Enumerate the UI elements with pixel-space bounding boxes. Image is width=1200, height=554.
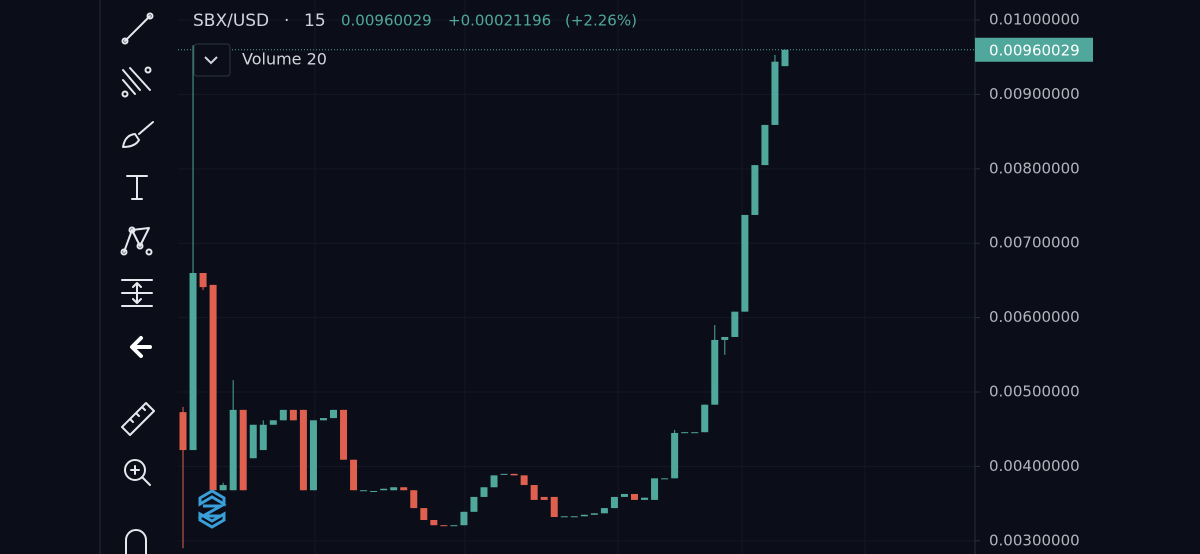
separator: ·: [284, 11, 289, 31]
last-price: 0.00960029: [341, 12, 432, 30]
change-pct: (+2.26%): [565, 12, 637, 30]
candle-body: [309, 420, 317, 491]
back-tool[interactable]: [130, 336, 152, 358]
candle-body: [370, 490, 378, 492]
candle-body: [671, 432, 679, 479]
candle-body: [460, 511, 468, 526]
candle-body: [560, 516, 568, 518]
candle-body: [520, 475, 528, 486]
candle-body: [480, 487, 488, 497]
candle-body: [179, 412, 187, 451]
candle-body: [510, 473, 518, 476]
candle-body: [550, 496, 558, 518]
candle-body: [229, 409, 237, 491]
candle-body: [199, 272, 207, 288]
candle-body: [209, 284, 217, 491]
zoom-tool[interactable]: [124, 459, 151, 486]
candle-body: [380, 488, 388, 491]
candle-body: [500, 473, 508, 475]
candle-body: [259, 424, 267, 451]
candle-body: [440, 525, 448, 527]
candle-body: [711, 339, 719, 405]
y-tick-label: 0.00900000: [989, 85, 1080, 103]
candle-body: [651, 478, 659, 500]
candle-body: [590, 513, 598, 515]
candle-body: [189, 272, 197, 451]
candle-body: [781, 49, 789, 67]
candle-body: [751, 165, 759, 215]
candle-body: [641, 497, 649, 500]
y-tick-label: 0.00400000: [989, 457, 1080, 475]
candle-body: [681, 432, 689, 434]
text-tool[interactable]: [126, 175, 148, 200]
candle-body: [420, 508, 428, 520]
candle-body: [299, 409, 307, 491]
candle-body: [721, 336, 729, 340]
ruler-tool[interactable]: [121, 402, 155, 436]
candle-body: [540, 496, 548, 500]
candle-body: [400, 487, 408, 491]
candle-body: [340, 409, 348, 460]
candle-body: [771, 61, 779, 125]
last-price-tag-label: 0.00960029: [989, 41, 1080, 59]
candle-body: [490, 475, 498, 488]
candle-body: [570, 516, 578, 518]
candle-body: [219, 485, 227, 491]
magnet-tool[interactable]: [125, 529, 147, 554]
candle-body: [289, 409, 297, 421]
watermark-logo: [197, 489, 227, 529]
candles: [178, 45, 975, 549]
candle-body: [410, 490, 418, 509]
candle-body: [239, 409, 247, 491]
candle-body: [279, 409, 287, 421]
candle-body: [741, 214, 749, 312]
candle-body: [761, 124, 769, 166]
y-tick-label: 0.00600000: [989, 308, 1080, 326]
candle-body: [731, 311, 739, 337]
symbol: SBX/USD: [193, 11, 269, 31]
candle-body: [390, 487, 398, 491]
candle-body: [269, 420, 277, 425]
chevron: [204, 56, 218, 65]
fib-tool[interactable]: [121, 66, 152, 98]
prediction-tool[interactable]: [121, 279, 153, 307]
candle-body: [580, 514, 588, 517]
price-axis: 0.00300000 0.00400000 0.00500000 0.00600000…: [975, 11, 1093, 549]
y-tick-label: 0.00500000: [989, 383, 1080, 401]
y-tick-label: 0.00700000: [989, 234, 1080, 252]
candle-body: [249, 424, 257, 459]
candle-body: [470, 496, 478, 512]
study-toggle[interactable]: [193, 43, 231, 77]
candle-body: [360, 490, 368, 492]
candle-body: [450, 525, 458, 527]
pattern-tool[interactable]: [120, 226, 153, 256]
candle-body: [610, 496, 618, 509]
study-label: Volume 20: [242, 50, 327, 69]
candle-body: [691, 432, 699, 434]
y-tick-label: 0.00800000: [989, 159, 1080, 177]
candle-body: [600, 508, 608, 514]
candle-body: [530, 485, 538, 500]
candle-body: [620, 493, 628, 497]
candle-body: [661, 478, 669, 480]
interval: 15: [304, 11, 326, 31]
candle-body: [319, 418, 327, 421]
candle-body: [350, 459, 358, 491]
last-price-tag: [975, 37, 1093, 62]
brush-tool[interactable]: [122, 121, 154, 148]
trend-line-tool[interactable]: [121, 12, 154, 45]
toolbar: [120, 12, 155, 554]
candle-body: [330, 409, 337, 419]
study-toggle-box[interactable]: [193, 43, 231, 77]
candle-body: [631, 493, 638, 500]
candle-body: [701, 404, 709, 433]
y-tick-label: 0.00300000: [989, 531, 1080, 549]
candle-body: [430, 519, 438, 526]
y-tick-label: 0.01000000: [989, 11, 1080, 29]
change: +0.00021196: [448, 12, 551, 30]
